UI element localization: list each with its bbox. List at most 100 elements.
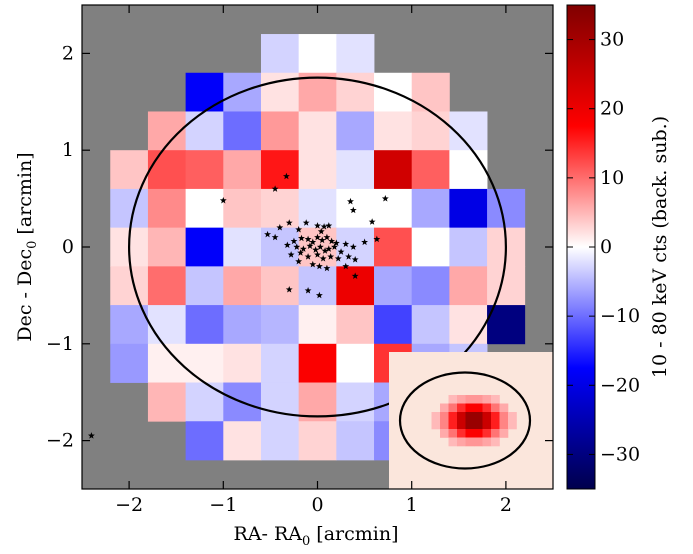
heatmap-pixel (260, 34, 300, 74)
colorbar-tick-label: −30 (600, 443, 640, 465)
star-marker (315, 262, 323, 270)
inset-pixel (482, 429, 492, 438)
heatmap-pixel (298, 111, 337, 151)
inset-pixel (491, 429, 500, 438)
colorbar-tick-label: −10 (600, 305, 640, 327)
heatmap-pixel (185, 343, 224, 383)
inset-pixel (482, 412, 492, 421)
inset-pixel (482, 420, 492, 430)
star-marker (373, 235, 381, 243)
inset-pixel (457, 437, 466, 447)
inset-pixel (491, 403, 500, 413)
heatmap-pixel (336, 266, 375, 306)
star-marker (282, 172, 290, 180)
heatmap-pixel (185, 111, 224, 151)
heatmap-pixel (411, 72, 450, 112)
star-marker (314, 233, 321, 241)
heatmap-pixel (298, 188, 337, 229)
star-marker (316, 243, 324, 250)
star-marker (271, 185, 279, 192)
star-marker (342, 240, 350, 248)
inset-pixel (508, 412, 517, 421)
star-marker (283, 241, 291, 248)
inset-pixel (448, 395, 458, 404)
inset-pixel (440, 420, 449, 430)
x-tick-label: 2 (500, 494, 512, 516)
inset-pixel (465, 403, 475, 413)
inset-pixel (448, 437, 458, 447)
heatmap-pixel (449, 150, 488, 190)
inset-pixel (465, 437, 475, 447)
heatmap-pixel (298, 227, 337, 267)
heatmap-pixel (185, 305, 224, 345)
heatmap-pixels (110, 34, 526, 461)
heatmap-pixel (185, 382, 224, 422)
star-marker (318, 236, 326, 244)
heatmap-pixel (260, 305, 300, 345)
inset-pixel (448, 420, 458, 430)
heatmap-pixel (449, 305, 488, 345)
star-marker (304, 253, 312, 260)
colorbar-tick-label: −20 (600, 374, 640, 396)
heatmap-pixel (298, 150, 337, 190)
star-marker (381, 195, 389, 202)
heatmap-pixel (147, 188, 187, 229)
inset-pixel (440, 429, 449, 438)
star-marker (285, 285, 293, 293)
heatmap-pixel (336, 34, 375, 74)
heatmap-pixel (411, 150, 450, 190)
y-tick-label: 0 (62, 236, 74, 258)
heatmap-pixel (147, 266, 187, 306)
inset-pixel (491, 412, 500, 421)
star-marker (347, 197, 354, 205)
heatmap-pixel (336, 343, 375, 383)
colorbar-tick-label: 0 (600, 236, 612, 258)
star-marker (312, 246, 320, 253)
heatmap-pixel (223, 111, 262, 151)
star-marker (332, 239, 340, 247)
heatmap-pixel (298, 266, 337, 306)
x-tick-label: 1 (406, 494, 418, 516)
star-marker (349, 243, 357, 250)
y-axis-label: Dec - Dec0 [arcmin] (14, 152, 40, 341)
y-tick-label: −2 (46, 430, 74, 452)
heatmap-pixel (374, 188, 413, 229)
inset-pixel (482, 437, 492, 447)
inset-pixel (465, 412, 475, 421)
star-marker (271, 233, 279, 241)
heatmap-pixel (260, 188, 300, 229)
inset-pixel (482, 403, 492, 413)
star-marker (328, 237, 336, 245)
inset-pixel (474, 395, 483, 404)
star-marker (315, 291, 323, 299)
star-marker (219, 196, 227, 204)
colorbar-tick-label: 20 (600, 98, 624, 120)
heatmap-pixel (185, 266, 224, 306)
inset-pixel (499, 429, 509, 438)
x-tick-label: −1 (209, 494, 237, 516)
colorbar-tick-label: 10 (600, 167, 624, 189)
heatmap-pixel (298, 305, 337, 345)
star-marker (295, 257, 303, 265)
star-marker (325, 222, 333, 229)
star-marker (349, 206, 357, 214)
star-marker (331, 243, 338, 250)
heatmap-pixel (298, 343, 337, 383)
heatmap-pixel (147, 382, 187, 422)
star-marker (327, 253, 335, 260)
heatmap-pixel (223, 188, 262, 229)
heatmap-pixel (185, 150, 224, 190)
inset-pixel (448, 403, 458, 413)
inset-pixel (440, 412, 449, 421)
star-marker (337, 248, 345, 255)
colorbar-tick-label: 30 (600, 29, 624, 51)
heatmap-pixel (374, 150, 413, 190)
star-marker (302, 219, 310, 226)
inset-pixel (457, 412, 466, 421)
heatmap-pixel (336, 421, 375, 461)
star-marker (299, 245, 307, 252)
star-marker (342, 262, 350, 270)
aperture-ellipse (128, 76, 507, 418)
